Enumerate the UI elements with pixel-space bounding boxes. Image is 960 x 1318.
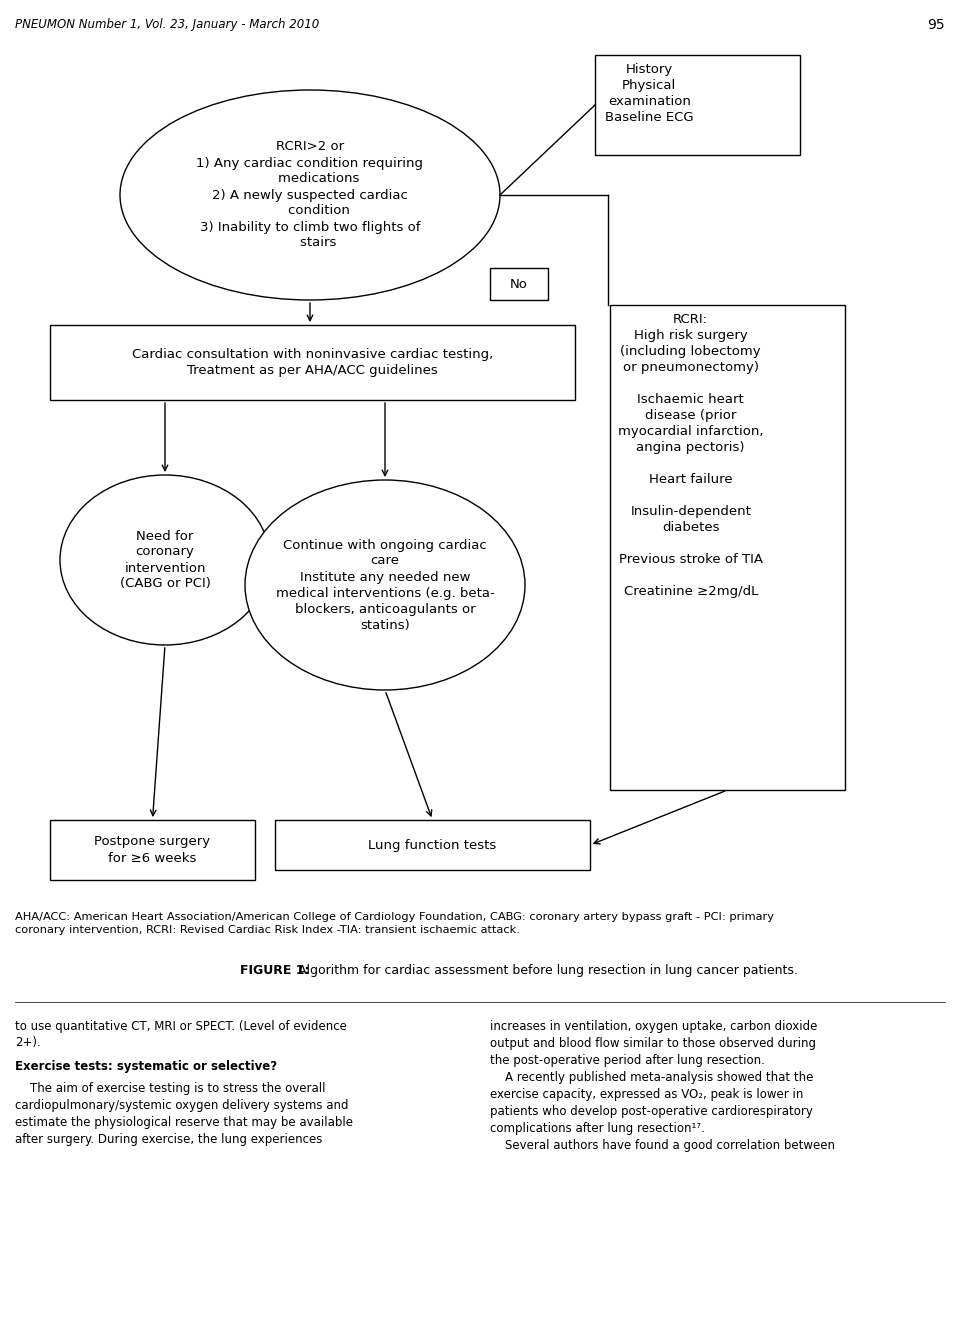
Text: Need for
coronary
intervention
(CABG or PCI): Need for coronary intervention (CABG or … [120,530,210,590]
FancyBboxPatch shape [50,820,255,880]
Text: RCRI>2 or
1) Any cardiac condition requiring
    medications
2) A newly suspecte: RCRI>2 or 1) Any cardiac condition requi… [197,141,423,249]
FancyBboxPatch shape [490,268,548,301]
Text: Postpone surgery
for ≥6 weeks: Postpone surgery for ≥6 weeks [94,836,210,865]
Text: 2+).: 2+). [15,1036,40,1049]
Ellipse shape [245,480,525,691]
Text: Lung function tests: Lung function tests [369,838,496,851]
Text: AHA/ACC: American Heart Association/American College of Cardiology Foundation, C: AHA/ACC: American Heart Association/Amer… [15,912,774,936]
Text: increases in ventilation, oxygen uptake, carbon dioxide
output and blood flow si: increases in ventilation, oxygen uptake,… [490,1020,835,1152]
FancyBboxPatch shape [50,326,575,399]
FancyBboxPatch shape [275,820,590,870]
FancyBboxPatch shape [610,304,845,789]
Ellipse shape [120,90,500,301]
Text: No: No [510,278,528,290]
Text: to use quantitative CT, MRI or SPECT. (Level of evidence: to use quantitative CT, MRI or SPECT. (L… [15,1020,347,1033]
Text: RCRI:
High risk surgery
(including lobectomy
or pneumonectomy)

Ischaemic heart
: RCRI: High risk surgery (including lobec… [618,312,763,598]
Text: Exercise tests: systematic or selective?: Exercise tests: systematic or selective? [15,1060,277,1073]
Text: FIGURE 1:: FIGURE 1: [240,963,314,977]
Text: The aim of exercise testing is to stress the overall
cardiopulmonary/systemic ox: The aim of exercise testing is to stress… [15,1082,353,1145]
Ellipse shape [60,474,270,645]
FancyBboxPatch shape [595,55,800,156]
Text: Cardiac consultation with noninvasive cardiac testing,
Treatment as per AHA/ACC : Cardiac consultation with noninvasive ca… [132,348,493,377]
Text: History
Physical
examination
Baseline ECG: History Physical examination Baseline EC… [605,63,694,124]
Text: PNEUMON Number 1, Vol. 23, January - March 2010: PNEUMON Number 1, Vol. 23, January - Mar… [15,18,320,32]
Text: 95: 95 [927,18,945,32]
Text: Continue with ongoing cardiac
care
Institute any needed new
medical intervention: Continue with ongoing cardiac care Insti… [276,539,494,631]
Text: Algorithm for cardiac assessment before lung resection in lung cancer patients.: Algorithm for cardiac assessment before … [298,963,798,977]
